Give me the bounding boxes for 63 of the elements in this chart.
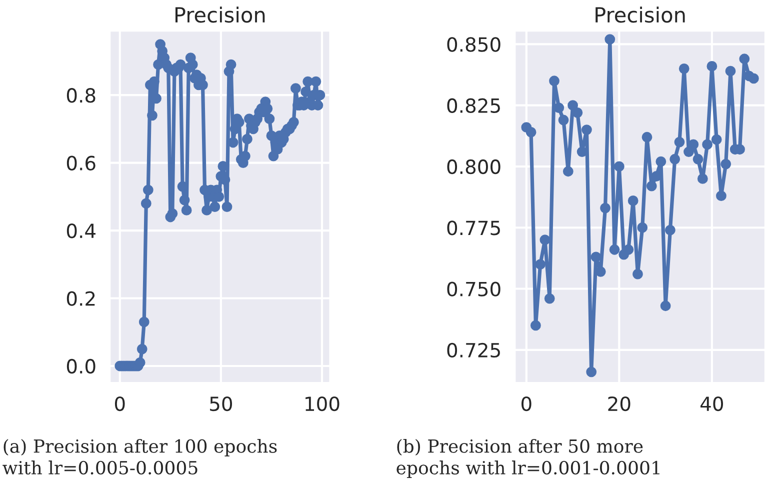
text: (b) Precision after 50 more epochs with lr=0.001-0.0001 — [396, 438, 660, 478]
text: (a) Precision after 100 epochs with lr=0.005-0.0005 — [2, 438, 277, 475]
point — [739, 54, 750, 64]
point — [540, 234, 550, 246]
point — [642, 132, 652, 142]
point — [572, 107, 583, 118]
x-tick-label: 100 — [306, 396, 340, 412]
point — [586, 366, 597, 378]
point — [582, 124, 592, 136]
x-tick-label: 0 — [522, 396, 532, 412]
point — [526, 127, 536, 138]
point — [725, 66, 736, 76]
point — [684, 146, 694, 158]
chart-title: Precision — [596, 6, 685, 23]
point — [628, 196, 638, 206]
point — [535, 259, 546, 270]
point — [530, 320, 541, 331]
y-tick-label: 0.725 — [447, 342, 500, 358]
y-tick-label: 0.4 — [66, 223, 96, 238]
point — [544, 293, 555, 304]
point — [614, 161, 624, 172]
point — [558, 114, 569, 126]
point — [720, 158, 732, 170]
x-tick-label: 50 — [210, 396, 232, 412]
point — [702, 139, 713, 150]
point — [748, 73, 759, 84]
point — [554, 102, 564, 113]
point — [600, 202, 610, 214]
point — [637, 222, 648, 233]
y-tick-label: 0.6 — [66, 156, 96, 170]
point — [697, 174, 708, 184]
point — [590, 252, 602, 262]
y-tick-label: 0.850 — [447, 37, 500, 52]
point — [716, 190, 726, 202]
point — [692, 154, 704, 164]
point — [711, 134, 722, 145]
point — [604, 34, 616, 45]
point — [664, 224, 676, 236]
point — [674, 136, 685, 148]
point — [678, 63, 690, 74]
x-tick-label: 0 — [114, 396, 125, 412]
point — [688, 139, 699, 150]
point — [646, 180, 657, 192]
point — [651, 171, 662, 182]
y-tick-label: 0.0 — [66, 358, 96, 374]
y-tick-label: 0.8 — [66, 88, 96, 103]
y-tick-label: 0.775 — [447, 220, 500, 236]
point — [568, 100, 578, 111]
y-tick-label: 0.2 — [66, 291, 95, 306]
point — [670, 154, 680, 164]
y-tick-label: 0.800 — [447, 159, 500, 174]
point — [706, 61, 718, 72]
x-tick-label: 40 — [700, 396, 724, 412]
y-tick-label: 0.825 — [447, 98, 500, 114]
point — [549, 76, 560, 86]
x-tick-label: 20 — [608, 396, 630, 412]
point — [609, 244, 620, 255]
chart-title: Precision — [175, 6, 265, 23]
point — [632, 268, 643, 280]
point — [656, 156, 666, 167]
point — [562, 166, 574, 177]
point — [660, 300, 671, 312]
y-tick-label: 0.750 — [447, 282, 500, 296]
